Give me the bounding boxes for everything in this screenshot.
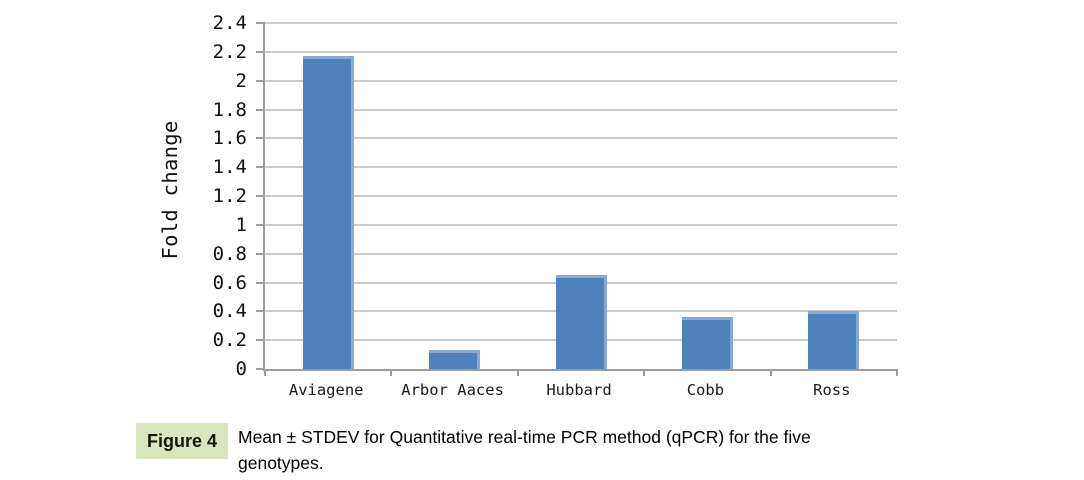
y-axis-tick	[256, 79, 265, 82]
x-axis-tick	[643, 369, 646, 376]
y-axis-tick-label: 0.2	[212, 329, 247, 352]
x-axis-label: Aviagene	[288, 381, 364, 399]
y-axis-tick	[256, 223, 265, 226]
y-axis-tick	[256, 50, 265, 53]
x-axis-category-labels: Aviagene Arbor Aaces Hubbard Cobb Ross	[263, 381, 895, 405]
y-axis-tick-label: 0	[235, 358, 247, 380]
bar-aviagene	[302, 56, 354, 369]
y-axis-tick-label: 1.6	[212, 127, 247, 150]
y-axis-tick	[256, 22, 265, 24]
y-axis-tick	[256, 281, 265, 284]
y-axis-tick-label: 0.6	[212, 271, 247, 294]
x-axis-tick	[264, 369, 266, 376]
y-axis-tick-label: 1.8	[212, 98, 247, 121]
gridline	[265, 166, 897, 169]
y-axis-tick	[256, 137, 265, 140]
gridline	[265, 137, 897, 140]
x-axis-tick	[896, 369, 898, 376]
y-axis-tick-label: 1.2	[212, 185, 247, 207]
y-axis-tick	[256, 195, 265, 197]
x-axis-label: Ross	[813, 381, 851, 399]
fold-change-chart: Fold change 0 0.2 0.4 0.6 0.8 1 1.2 1.4 1.6 1.8 2 2…	[158, 12, 898, 405]
bar-arbor-aaces	[429, 350, 481, 369]
y-axis-tick-labels: 0 0.2 0.4 0.6 0.8 1 1.2 1.4 1.6 1.8 2 2.2 2.4	[175, 12, 247, 380]
figure-caption: Figure 4 Mean ± STDEV for Quantitative r…	[0, 418, 1084, 480]
gridline	[265, 22, 897, 24]
gridline	[265, 252, 897, 255]
y-axis-tick	[256, 252, 265, 255]
x-axis-tick	[769, 369, 772, 376]
x-axis-tick	[390, 369, 393, 376]
x-axis-label: Hubbard	[546, 381, 612, 399]
y-axis-tick	[256, 310, 265, 313]
plot-area	[256, 22, 898, 376]
gridline	[265, 195, 897, 197]
y-axis-tick	[256, 339, 265, 342]
y-axis-tick-label: 2	[235, 69, 247, 92]
x-axis-tick	[516, 369, 519, 376]
y-axis-tick-label: 0.4	[212, 300, 247, 323]
gridline	[265, 108, 897, 111]
x-axis-label: Cobb	[686, 381, 725, 399]
x-axis-label: Arbor Aaces	[401, 381, 504, 399]
caption-line-1: Mean ± STDEV for Quantitative real-time …	[238, 427, 811, 447]
y-axis-tick-label: 1	[235, 213, 247, 236]
caption-line-2: genotypes.	[238, 453, 324, 473]
y-axis-tick-label: 2.4	[212, 12, 247, 34]
gridline	[265, 50, 897, 53]
gridline	[265, 79, 897, 82]
gridline	[265, 223, 897, 226]
y-axis-tick	[256, 108, 265, 111]
figure-number-badge: Figure 4	[136, 423, 229, 459]
bar-cobb	[681, 317, 733, 369]
caption-text: Mean ± STDEV for Quantitative real-time …	[238, 424, 811, 476]
y-axis-tick	[256, 166, 265, 169]
y-axis-tick	[256, 368, 265, 370]
bar-ross	[808, 311, 860, 369]
y-axis-tick-label: 0.8	[212, 242, 247, 265]
y-axis-tick-label: 2.2	[212, 40, 247, 63]
y-axis-tick-label: 1.4	[212, 156, 247, 179]
bar-hubbard	[555, 275, 607, 369]
